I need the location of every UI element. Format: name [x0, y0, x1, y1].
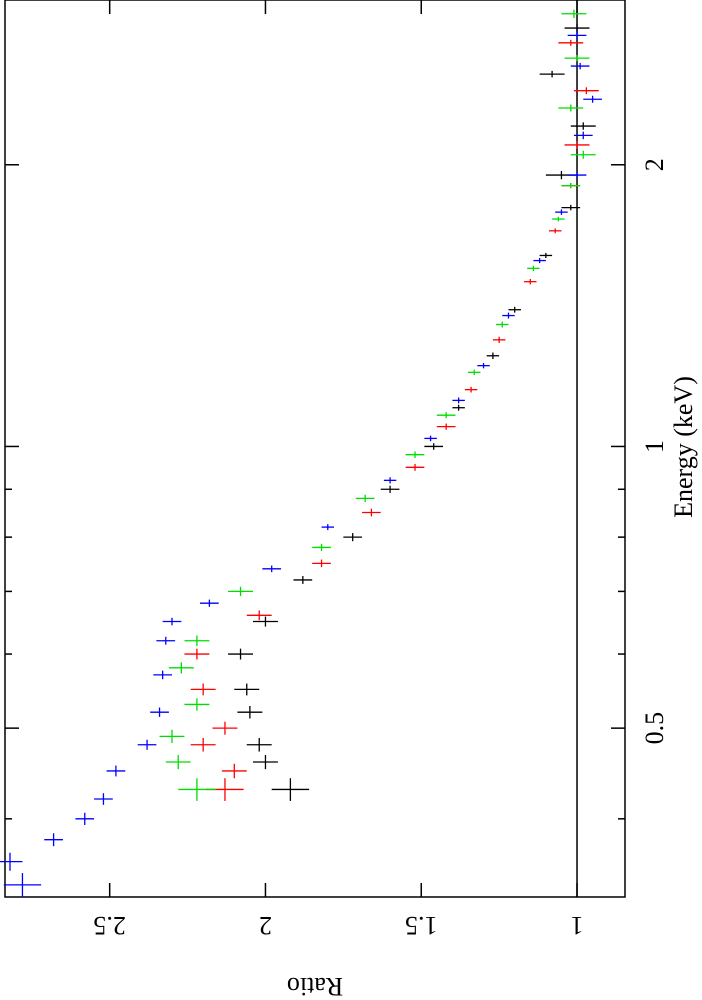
x-axis-label: Energy (keV) [669, 376, 698, 518]
x-tick-label: 0.5 [640, 712, 669, 745]
plot-frame [4, 0, 626, 898]
y-tick-label: 2 [259, 911, 272, 940]
y-axis-label: Ratio [287, 972, 343, 1000]
y-tick-label: 1.5 [405, 911, 438, 940]
x-tick-label: 1 [640, 440, 669, 453]
y-tick-label: 2.5 [93, 911, 126, 940]
x-tick-label: 2 [640, 158, 669, 171]
y-tick-label: 1 [571, 911, 584, 940]
